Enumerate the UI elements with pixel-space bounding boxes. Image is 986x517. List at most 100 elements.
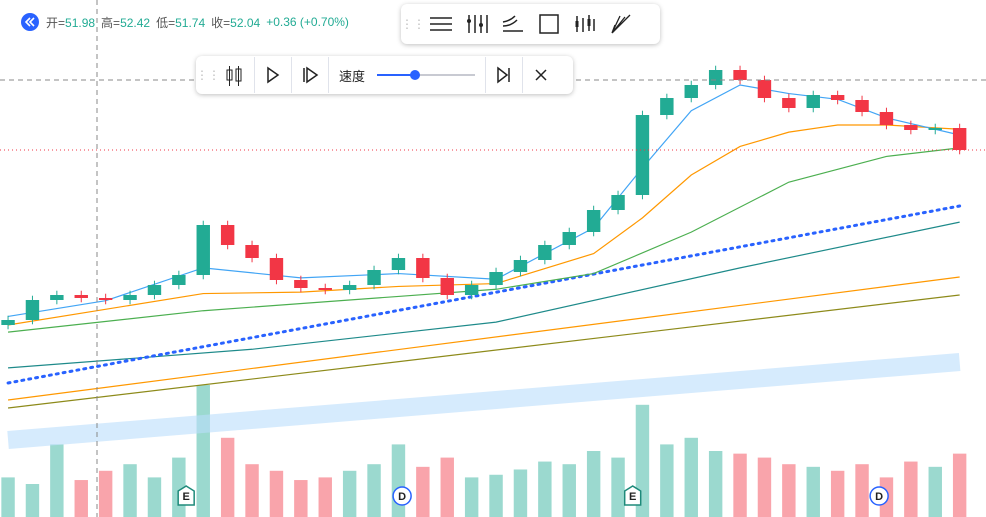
- speed-label: 速度: [339, 68, 366, 84]
- candle-body: [855, 100, 869, 112]
- volume-bar: [318, 477, 332, 517]
- tool-rect[interactable]: [531, 6, 567, 42]
- candle-body: [611, 195, 625, 210]
- volume-bar: [147, 477, 162, 517]
- volume-bar: [416, 466, 430, 517]
- tool-lines[interactable]: [423, 6, 459, 42]
- volume-bar: [635, 404, 650, 517]
- volume-bar: [50, 444, 64, 517]
- back-button[interactable]: [20, 12, 40, 32]
- volume-bar: [123, 464, 137, 517]
- volume-bar: [220, 437, 235, 517]
- volume-bar: [1, 477, 15, 517]
- open: 开=51.98: [46, 14, 95, 31]
- candle-body: [684, 85, 698, 98]
- volume-bar: [830, 470, 845, 517]
- event-marker: E: [177, 485, 195, 506]
- label: 收=: [211, 15, 231, 30]
- volume-bar: [342, 470, 357, 517]
- candle-body: [586, 210, 601, 232]
- candle-body: [74, 295, 88, 298]
- event-shape: [623, 485, 642, 506]
- moving-average: [7, 84, 960, 318]
- candle-body: [220, 225, 235, 245]
- volume-bar: [25, 484, 40, 517]
- value: 52.04: [230, 15, 261, 30]
- event-shape: [392, 486, 412, 506]
- volume-bar: [391, 444, 406, 517]
- candle-body: [245, 245, 259, 258]
- candle-body: [294, 280, 308, 288]
- play[interactable]: [255, 57, 291, 93]
- volume-bar: [538, 461, 552, 517]
- value: 52.42: [120, 15, 151, 30]
- speed-slider[interactable]: [375, 65, 479, 85]
- volume-bar: [74, 480, 88, 517]
- moving-average: [7, 276, 960, 401]
- volume-bar: [684, 437, 698, 517]
- volume-bar: [196, 385, 210, 517]
- candle-body: [928, 128, 942, 130]
- drag-handle[interactable]: ⋮⋮: [196, 68, 220, 82]
- close: 收=52.04: [211, 14, 260, 31]
- candle-body: [342, 285, 357, 290]
- change: +0.36 (+0.70%): [266, 15, 349, 29]
- candle-body: [879, 112, 894, 125]
- drag-handle[interactable]: ⋮⋮: [401, 17, 425, 31]
- candle-body: [147, 285, 162, 295]
- moving-average: [7, 147, 960, 333]
- close-replay[interactable]: [523, 57, 559, 93]
- volume-bar: [464, 477, 479, 517]
- candle-body: [50, 295, 64, 300]
- jump-to-realtime[interactable]: [486, 57, 522, 93]
- candle-body: [123, 295, 137, 300]
- candle-body: [635, 115, 650, 195]
- volume-bar: [855, 464, 869, 517]
- candle-body: [1, 320, 15, 325]
- label: 开=: [46, 15, 66, 30]
- tool-fib[interactable]: [459, 6, 495, 42]
- event-label: D: [398, 491, 406, 503]
- low: 低=51.74: [156, 14, 205, 31]
- volume-bar: [708, 451, 723, 517]
- volume-bar: [904, 461, 918, 517]
- drawing-toolbar: ⋮⋮: [401, 4, 660, 44]
- candle-body: [489, 272, 503, 285]
- event-marker: E: [623, 485, 642, 506]
- candle-body: [269, 258, 284, 280]
- tool-fan[interactable]: [603, 6, 639, 42]
- candle-body: [513, 260, 528, 272]
- event-shape: [869, 486, 889, 506]
- candle-body: [196, 225, 210, 275]
- candle-body: [391, 258, 406, 270]
- candle-body: [367, 270, 381, 285]
- volume-bar: [952, 453, 967, 517]
- volume-bar: [733, 453, 747, 517]
- value: 51.98: [65, 15, 96, 30]
- select-bar[interactable]: [218, 57, 254, 93]
- event-label: E: [629, 491, 636, 503]
- tool-channel[interactable]: [495, 6, 531, 42]
- candle-body: [952, 128, 967, 150]
- candle-body: [660, 98, 674, 115]
- candle-body: [98, 298, 113, 300]
- volume-bar: [562, 464, 576, 517]
- volume-bar: [806, 466, 820, 517]
- label: 低=: [156, 15, 176, 30]
- step-forward[interactable]: [292, 57, 328, 93]
- candle-body: [806, 95, 820, 108]
- candle-body: [25, 300, 40, 320]
- volume-bar: [367, 464, 381, 517]
- volume-bar: [660, 444, 674, 517]
- candle-body: [757, 80, 772, 98]
- volume-bar: [440, 457, 454, 517]
- volume-bar: [611, 457, 625, 517]
- high: 高=52.42: [101, 14, 150, 31]
- candle-body: [172, 275, 186, 285]
- volume-bar: [269, 470, 284, 517]
- moving-average: [8, 221, 960, 369]
- event-shape: [177, 485, 195, 506]
- tool-pattern[interactable]: [567, 6, 603, 42]
- candle-body: [830, 95, 845, 100]
